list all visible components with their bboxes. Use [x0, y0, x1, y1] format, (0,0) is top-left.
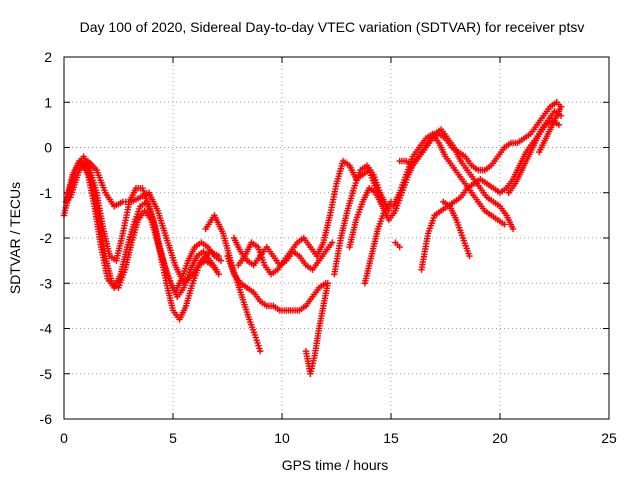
series-arc-18 [392, 239, 403, 251]
plot-frame [63, 56, 610, 420]
point-marker [324, 280, 331, 287]
y-tick-label: 1 [44, 94, 52, 110]
series-arc-16 [505, 108, 565, 196]
data-points [60, 99, 565, 377]
point-marker [509, 225, 517, 233]
y-tick-label: 2 [44, 49, 52, 65]
x-tick-label: 25 [601, 430, 617, 446]
point-marker [328, 239, 336, 246]
x-tick-label: 10 [274, 430, 290, 446]
x-tick-label: 20 [492, 430, 508, 446]
series-arc-15 [440, 198, 473, 260]
series-arc-9 [302, 280, 331, 377]
chart-title: Day 100 of 2020, Sidereal Day-to-day VTE… [80, 19, 585, 35]
point-marker [387, 198, 395, 205]
y-tick-label: -3 [40, 275, 53, 291]
x-tick-label: 5 [169, 430, 177, 446]
series-arc-6 [224, 252, 329, 314]
point-marker [557, 103, 565, 110]
y-tick-label: -5 [40, 366, 53, 382]
point-marker [466, 252, 473, 260]
y-tick-label: -1 [40, 185, 53, 201]
point-marker [215, 252, 222, 260]
y-tick-label: -2 [40, 230, 53, 246]
series-arc-12 [361, 198, 395, 287]
y-tick-label: 0 [44, 140, 52, 156]
point-marker [555, 121, 563, 129]
grid [64, 57, 609, 419]
series-arc-8 [235, 157, 393, 278]
point-marker [396, 243, 403, 251]
y-axis-label: SDTVAR / TECUs [7, 182, 23, 294]
series-arc-4 [67, 157, 222, 287]
x-axis-label: GPS time / hours [282, 457, 389, 473]
series-arc-3 [65, 157, 222, 323]
y-tick-label: -4 [40, 321, 53, 337]
point-marker [501, 221, 508, 228]
point-marker [217, 257, 225, 264]
x-tick-label: 0 [60, 430, 68, 446]
y-tick-label: -6 [40, 411, 53, 427]
x-tick-label: 15 [383, 430, 399, 446]
series-arc-13 [396, 99, 565, 174]
point-marker [257, 347, 264, 355]
point-marker [215, 271, 222, 278]
axis-ticks: 0 5 10 15 20 25 -6 -5 -4 -3 -2 -1 0 1 2 [40, 49, 617, 446]
series-arc-17 [536, 103, 565, 156]
